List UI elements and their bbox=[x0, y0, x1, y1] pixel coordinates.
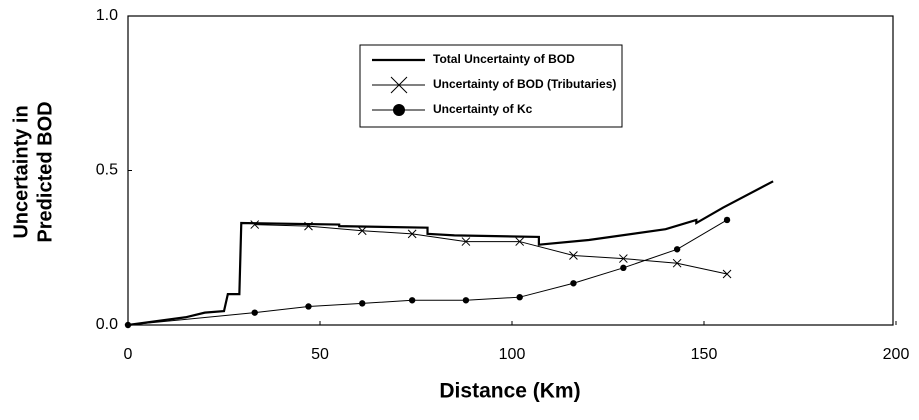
data-point bbox=[570, 280, 577, 287]
legend-marker bbox=[393, 104, 405, 116]
data-point bbox=[672, 258, 682, 268]
legend-label: Uncertainty of Kc bbox=[433, 102, 533, 116]
data-point bbox=[461, 237, 471, 246]
series-line bbox=[127, 180, 774, 327]
data-point bbox=[620, 264, 627, 272]
data-point bbox=[673, 246, 681, 253]
data-point bbox=[357, 226, 367, 236]
data-point bbox=[124, 321, 132, 329]
legend-label: Total Uncertainty of BOD bbox=[433, 52, 575, 66]
data-point bbox=[305, 303, 312, 310]
data-point bbox=[251, 309, 258, 316]
data-point bbox=[516, 293, 523, 301]
data-point bbox=[462, 297, 470, 304]
data-point bbox=[619, 254, 628, 263]
legend-marker bbox=[390, 76, 408, 94]
data-point bbox=[723, 216, 731, 224]
data-point bbox=[722, 269, 732, 279]
data-point bbox=[250, 220, 260, 229]
x-tick-label: 0 bbox=[124, 346, 133, 363]
x-tick-label: 50 bbox=[311, 346, 329, 363]
x-axis-label: Distance (Km) bbox=[439, 380, 580, 403]
y-tick-label: 0.0 bbox=[96, 316, 118, 333]
y-axis-label: Uncertainty in Predicted BOD bbox=[10, 101, 56, 242]
x-tick-label: 150 bbox=[691, 346, 718, 363]
data-point bbox=[569, 251, 578, 260]
y-tick-label: 1.0 bbox=[96, 7, 118, 24]
legend-label: Uncertainty of BOD (Tributaries) bbox=[433, 77, 616, 91]
series-line bbox=[254, 224, 728, 275]
data-point bbox=[407, 229, 417, 239]
y-axis-label-line: Uncertainty in bbox=[10, 105, 32, 238]
data-point bbox=[515, 237, 525, 246]
y-tick-label: 0.5 bbox=[96, 162, 118, 179]
x-tick-label: 200 bbox=[883, 346, 910, 363]
x-tick-label: 100 bbox=[499, 346, 526, 363]
data-point bbox=[408, 297, 416, 304]
data-point bbox=[304, 221, 313, 231]
data-point bbox=[359, 300, 366, 307]
y-axis-label-line: Predicted BOD bbox=[34, 101, 56, 242]
